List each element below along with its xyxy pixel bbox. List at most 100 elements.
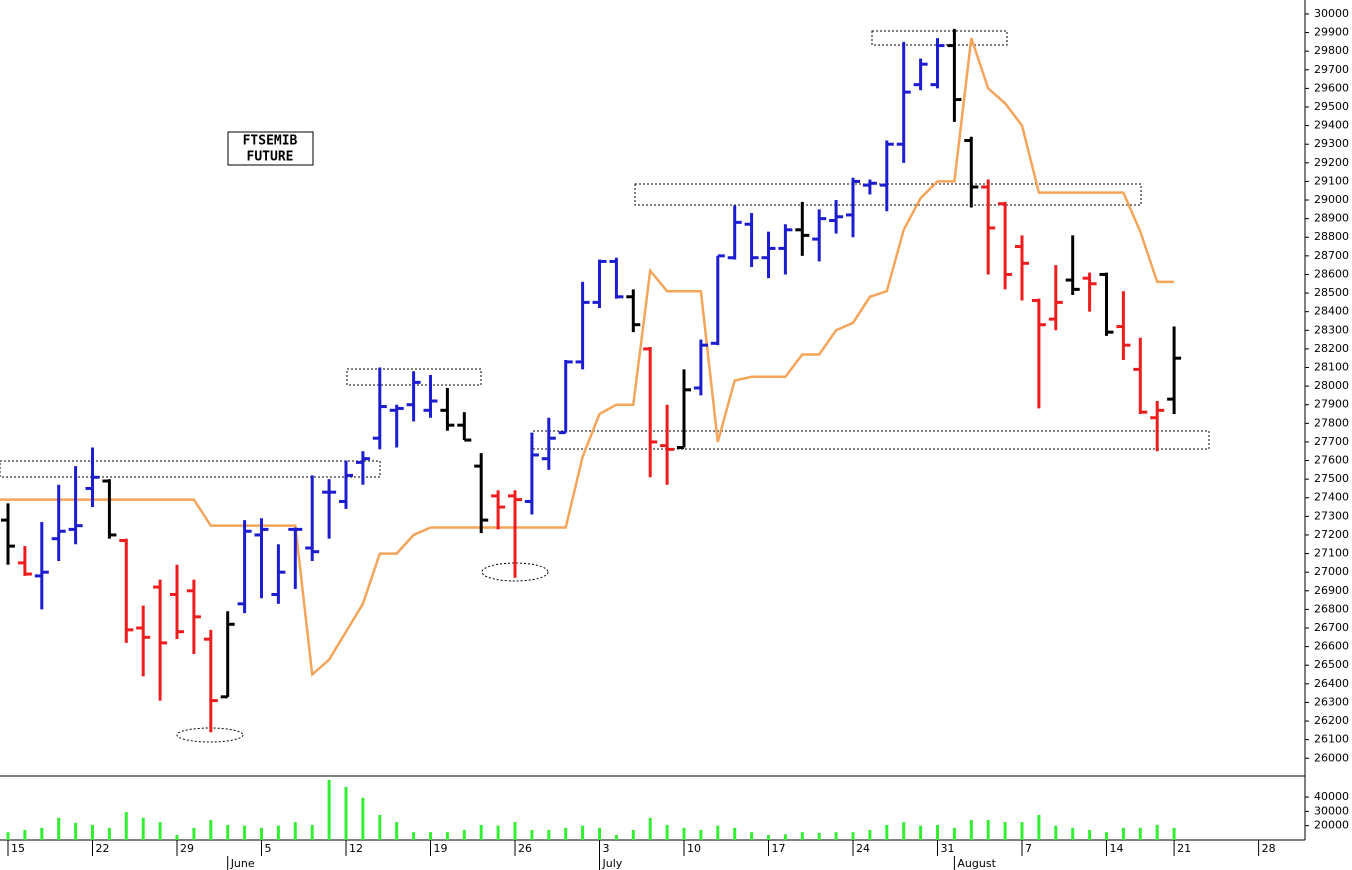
- volume-bar: [530, 829, 534, 840]
- x-tick-label: 24: [856, 842, 870, 855]
- volume-bar: [767, 834, 770, 840]
- y-tick-label: 29100: [1314, 174, 1349, 187]
- volume-bar: [344, 787, 348, 840]
- volume-bar: [124, 812, 128, 840]
- volume-bar: [91, 824, 94, 840]
- volume-bar: [327, 779, 331, 840]
- volume-bar: [851, 832, 855, 840]
- y-tick-label: 29700: [1314, 63, 1349, 76]
- volume-bar: [1071, 827, 1075, 840]
- y-tick-label: 26200: [1314, 714, 1349, 727]
- volume-bar: [800, 832, 804, 840]
- y-tick-label: 28500: [1314, 286, 1349, 299]
- month-label: July: [602, 857, 623, 870]
- volume-bar: [57, 817, 61, 840]
- y-tick-label: 29600: [1314, 81, 1349, 94]
- volume-bar: [952, 827, 956, 840]
- y-tick-label: 27700: [1314, 435, 1349, 448]
- y-tick-label: 30000: [1314, 7, 1349, 20]
- volume-bar: [1105, 832, 1108, 840]
- y-tick-label: 29300: [1314, 137, 1349, 150]
- volume-bar: [74, 822, 78, 840]
- volume-bar: [1020, 822, 1024, 840]
- volume-bar: [1172, 827, 1176, 840]
- volume-bar: [496, 825, 500, 840]
- x-tick-label: 10: [687, 842, 701, 855]
- volume-bar: [1138, 827, 1142, 840]
- volume-bar: [445, 832, 449, 840]
- volume-bar: [919, 825, 923, 840]
- volume-bar: [783, 834, 787, 840]
- x-tick-label: 7: [1025, 842, 1032, 855]
- chart-title: FTSEMIB: [243, 134, 298, 149]
- chart-title: FUTURE: [247, 150, 294, 165]
- x-tick-label: 15: [11, 842, 25, 855]
- volume-bar: [378, 814, 382, 840]
- volume-bar: [614, 834, 618, 840]
- y-tick-label: 27500: [1314, 472, 1349, 485]
- volume-bar: [936, 824, 939, 840]
- y-tick-label: 28300: [1314, 323, 1349, 336]
- y-tick-label: 27600: [1314, 454, 1349, 467]
- volume-bar: [902, 822, 906, 840]
- y-tick-label: 26000: [1314, 751, 1349, 764]
- volume-bar: [631, 829, 635, 840]
- volume-bar: [1037, 814, 1041, 840]
- x-tick-label: 17: [772, 842, 786, 855]
- volume-bar: [733, 827, 737, 840]
- volume-bar: [986, 819, 990, 840]
- y-tick-label: 29400: [1314, 119, 1349, 132]
- y-tick-label: 28900: [1314, 212, 1349, 225]
- volume-bar: [682, 827, 686, 840]
- volume-bar: [1121, 827, 1125, 840]
- volume-bar: [479, 824, 483, 840]
- volume-bar: [293, 822, 297, 840]
- volume-bar: [598, 827, 601, 840]
- volume-bar: [107, 827, 111, 840]
- x-tick-label: 29: [180, 842, 194, 855]
- volume-bar: [175, 834, 179, 840]
- y-tick-label: 26900: [1314, 584, 1349, 597]
- volume-bar: [395, 822, 399, 840]
- volume-bar: [1054, 825, 1058, 840]
- y-tick-label: 27100: [1314, 547, 1349, 560]
- y-tick-label: 28000: [1314, 379, 1349, 392]
- x-tick-label: 5: [265, 842, 272, 855]
- volume-bar: [868, 829, 872, 840]
- x-tick-label: 26: [518, 842, 532, 855]
- volume-bar: [158, 822, 162, 840]
- x-tick-label: 31: [941, 842, 955, 855]
- volume-bar: [648, 817, 652, 840]
- trend-line: [0, 37, 1175, 678]
- volume-bar: [969, 819, 973, 840]
- month-label: August: [957, 857, 996, 870]
- volume-bar: [885, 824, 889, 840]
- y-tick-label: 20000: [1314, 819, 1349, 832]
- volume-bar: [834, 832, 838, 840]
- x-tick-label: 21: [1177, 842, 1191, 855]
- y-tick-label: 27000: [1314, 565, 1349, 578]
- volume-bar: [547, 829, 551, 840]
- volume-bar: [40, 827, 44, 840]
- y-tick-label: 27400: [1314, 491, 1349, 504]
- y-tick-label: 28600: [1314, 267, 1349, 280]
- x-tick-label: 28: [1262, 842, 1276, 855]
- volume-bar: [699, 829, 703, 840]
- volume-bar: [1155, 824, 1159, 840]
- volume-bar: [513, 822, 517, 840]
- title-box: [227, 131, 314, 166]
- x-tick-label: 19: [434, 842, 448, 855]
- y-tick-label: 27900: [1314, 398, 1349, 411]
- volume-bar: [429, 832, 432, 840]
- volume-bar: [665, 824, 669, 840]
- y-tick-label: 26400: [1314, 677, 1349, 690]
- y-tick-label: 26800: [1314, 602, 1349, 615]
- volume-bar: [564, 827, 568, 840]
- y-tick-label: 26500: [1314, 658, 1349, 671]
- y-tick-label: 27300: [1314, 509, 1349, 522]
- y-tick-label: 29000: [1314, 193, 1349, 206]
- volume-bar: [817, 832, 821, 840]
- volume-bar: [226, 824, 230, 840]
- x-tick-label: 22: [96, 842, 110, 855]
